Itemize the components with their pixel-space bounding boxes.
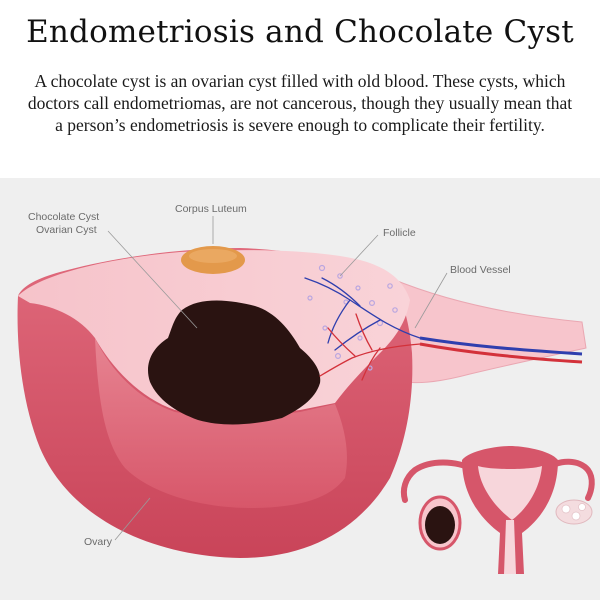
page-description: A chocolate cyst is an ovarian cyst fill…: [27, 71, 573, 135]
cervical-canal: [504, 520, 516, 574]
label-corpus-luteum: Corpus Luteum: [175, 203, 247, 215]
fallopian-tube-right: [542, 458, 595, 501]
inset-follicles: [561, 503, 586, 521]
artery: [419, 342, 583, 364]
page-title: Endometriosis and Chocolate Cyst: [26, 14, 574, 50]
label-ovarian-cyst: Ovarian Cyst: [36, 224, 97, 236]
label-blood-vessel: Blood Vessel: [450, 264, 511, 276]
uterine-cavity: [478, 466, 542, 520]
inset-right-ovary: [555, 499, 593, 525]
fallopian-tube-left: [400, 459, 478, 503]
vein: [419, 336, 583, 356]
label-ovary: Ovary: [84, 536, 113, 548]
corpus-luteum-highlight: [189, 249, 237, 263]
label-follicle: Follicle: [383, 227, 416, 239]
label-chocolate-cyst: Chocolate Cyst: [28, 211, 99, 223]
inset-chocolate-cyst: [425, 506, 455, 544]
ovary-diagram: Chocolate Cyst Ovarian Cyst Corpus Luteu…: [0, 178, 600, 600]
uterus-inset: [400, 446, 595, 574]
vessel-branches: [304, 277, 421, 381]
leader-lines: [107, 216, 448, 541]
chocolate-cyst: [148, 300, 321, 425]
